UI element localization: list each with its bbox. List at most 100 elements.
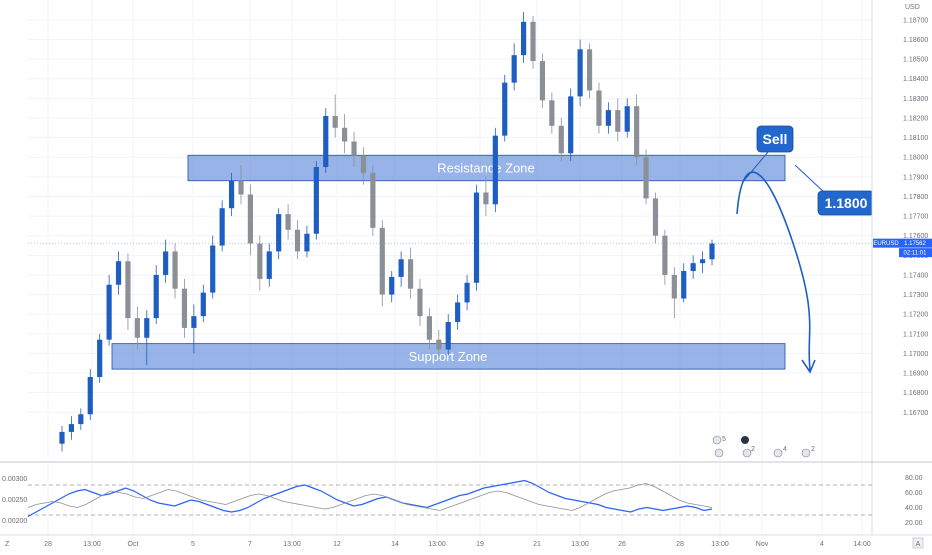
candle [709,239,715,266]
candle [144,310,150,366]
candle [106,274,112,346]
earnings-icon[interactable]: 5 [712,435,726,458]
candle [690,255,696,279]
earnings-icon[interactable]: 2 [741,436,755,458]
current-price-tag[interactable]: EURUSD 1.17562 02:11:01 [873,238,932,258]
price-tick-label: 1.17700 [903,214,928,221]
oscillator-right-axis: 80.00 60.00 40.00 20.00 [905,475,923,527]
candle [634,94,640,166]
candle-body [78,414,84,425]
time-tick-label: 13:00 [83,541,101,548]
candle [549,92,555,134]
candle-body [266,251,272,279]
candle-body [690,263,696,272]
candle [502,74,508,142]
oscillator-tick-label: 20.00 [905,520,923,527]
candle [436,329,442,358]
target-callout[interactable]: 1.1800 [794,164,875,216]
candle [539,53,546,109]
candle-body [181,288,188,328]
candle [558,117,564,162]
flag-icon[interactable]: 2 [801,446,815,458]
candle [492,127,498,213]
candle-body [407,259,414,289]
time-tick-label: 19 [476,541,484,548]
candle [125,253,131,330]
candle-body [97,339,103,377]
candle [191,304,197,354]
settings-icon[interactable]: A [912,537,924,549]
candle-body [539,61,546,101]
event-count: 4 [783,446,787,453]
event-count: 2 [751,446,755,453]
time-tick-label: 13:00 [283,541,301,548]
time-tick-label: 4 [820,541,824,548]
candle [200,284,206,323]
event-markers[interactable]: 5 2 4 2 [712,435,815,458]
candle [351,131,357,168]
price-axis-background [872,0,932,550]
candle [134,306,140,350]
candle-body [106,284,112,340]
price-tick-label: 1.16800 [903,390,928,397]
candle-body [228,180,235,209]
sell-callout[interactable]: Sell [741,125,794,184]
candle-body [558,125,564,154]
time-tick-label: 28 [44,541,52,548]
candle-body [605,110,611,126]
time-tick-label: Nov [756,541,769,548]
candle-body [87,376,93,415]
candle-body [172,251,178,289]
candle [624,98,630,138]
candle [59,426,65,452]
candle-body [342,127,348,142]
candle-body [313,167,319,234]
time-tick-label: 7 [248,541,252,548]
sell-projection-arrow[interactable] [736,171,816,374]
candle-body [634,106,640,158]
candle-body [153,274,159,319]
candle [68,416,75,440]
oscillator-tick-label: 60.00 [905,490,923,497]
candle [464,274,470,311]
price-tick-label: 1.16900 [903,371,928,378]
candle [115,251,122,295]
candle-body [144,318,150,338]
currency-label: USD [905,4,920,11]
candle [417,278,423,326]
candle-body [426,316,432,340]
resistance-zone[interactable]: Resistance Zone [187,154,786,182]
candle [398,251,404,287]
timezone-button[interactable]: Z [5,541,10,548]
candle-body [379,227,385,295]
price-tick-label: 1.17200 [903,312,928,319]
target-callout-text: 1.1800 [825,195,868,211]
candle [445,314,451,356]
candle [210,235,216,299]
candle-body [351,141,357,156]
candle [332,94,338,138]
flag-icon[interactable]: 4 [773,446,787,458]
price-tick-label: 1.18200 [903,115,928,122]
candle-body [294,229,301,252]
oscillator-series-signal [27,483,713,511]
candle-body [219,208,225,246]
time-tick-label: Oct [128,541,139,548]
candle-body [596,90,602,126]
candle [238,165,244,205]
candle-body [436,339,442,350]
svg-text:A: A [916,541,921,548]
price-tick-label: 1.17100 [903,331,928,338]
candle [568,88,574,162]
candle [370,165,376,236]
price-axis-ticks[interactable]: 1.18700 1.18600 1.18500 1.18400 1.18300 1.182… [903,17,928,416]
candle-body [492,135,498,205]
price-tick-label: 1.17400 [903,272,928,279]
candlesticks [59,12,715,452]
candle-body [125,261,131,319]
candle [671,267,677,319]
candle-body [389,276,395,295]
time-axis-ticks[interactable]: 28 13:00 Oct 5 7 13:00 12 14 13:00 19 21 13:00 26 28 1… [44,541,871,548]
candle-countdown: 02:11:01 [904,251,928,257]
